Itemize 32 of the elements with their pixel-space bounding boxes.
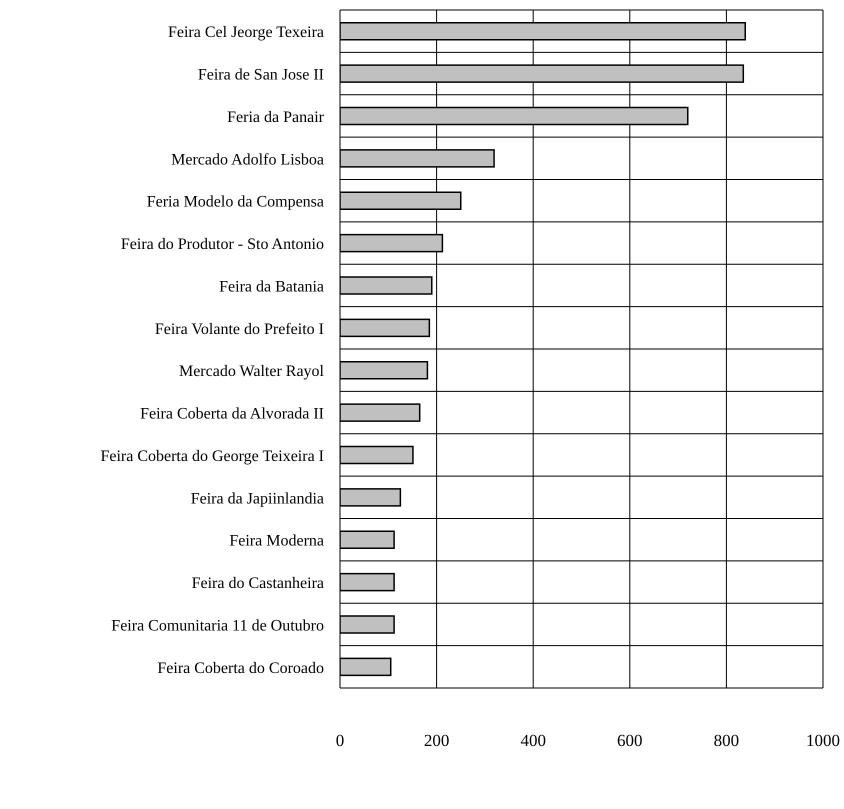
bar <box>340 446 414 464</box>
y-tick-label: Mercado Adolfo Lisboa <box>171 151 324 168</box>
y-tick-label: Feira do Castanheira <box>192 575 324 592</box>
y-tick-label: Feira Coberta do Coroado <box>157 660 324 677</box>
y-tick-label: Feira Volante do Prefeito I <box>154 320 324 338</box>
bar <box>340 530 395 549</box>
x-tick-label: 600 <box>617 731 643 750</box>
bar <box>340 615 395 634</box>
x-tick-label: 400 <box>520 731 546 750</box>
bar <box>340 488 402 507</box>
y-tick-label: Feira Comunitaria 11 de Outubro <box>111 617 324 634</box>
y-tick-label: Feira do Produtor - Sto Antonio <box>120 236 324 254</box>
y-tick-label: Feira de San Jose II <box>198 66 324 84</box>
y-tick-label: Feria da Panair <box>227 108 325 126</box>
bar <box>340 658 392 676</box>
bar <box>340 572 395 592</box>
y-tick-label: Mercado Walter Rayol <box>178 363 325 380</box>
x-tick-label: 1000 <box>806 731 840 750</box>
x-tick-label: 800 <box>714 731 740 750</box>
y-tick-label: Feira Moderna <box>229 532 324 550</box>
y-tick-label: Feria Modelo da Compensa <box>146 194 324 211</box>
y-tick-label: Feira Coberta do George Teixeira I <box>100 448 324 465</box>
y-tick-label: Feira da Batania <box>219 278 324 296</box>
x-tick-label: 200 <box>424 731 450 750</box>
bar <box>340 403 420 422</box>
y-tick-label: Feira Cel Jeorge Texeira <box>168 24 324 42</box>
bar <box>340 276 433 295</box>
x-tick-label: 0 <box>336 731 344 750</box>
y-tick-label: Feira Coberta da Alvorada II <box>140 406 324 423</box>
bar <box>340 318 430 338</box>
y-tick-label: Feira da Japiinlandia <box>190 490 324 508</box>
bar <box>340 360 428 380</box>
